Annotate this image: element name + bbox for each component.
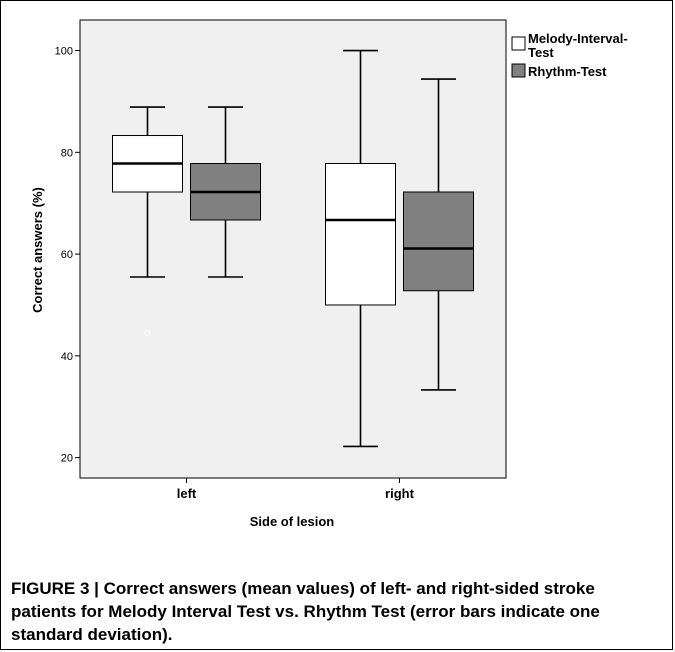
box-rhythm-test-right [403,78,474,391]
legend-label-rhythm: Rhythm-Test [528,64,607,79]
legend: Melody-Interval- Test Rhythm-Test [511,31,628,79]
y-axis-label: Correct answers (%) [30,187,45,313]
y-tick-label: 60 [61,249,73,261]
x-tick-label-left: left [177,486,197,501]
outlier-point [144,329,151,336]
box-melody-interval-test-right [325,49,396,448]
legend-label-melody-line2: Test [528,45,554,60]
legend-swatch-rhythm [511,63,526,78]
box-iqr [403,191,474,292]
y-tick-label: 80 [61,147,73,159]
legend-swatch-melody [511,36,526,51]
box-iqr [325,163,396,306]
boxes-group [112,49,474,448]
y-tick-label: 20 [61,453,73,465]
x-tick-label-right: right [385,486,415,501]
figure-caption: FIGURE 3 | Correct answers (mean values)… [11,579,600,644]
x-axis-label: Side of lesion [250,514,335,529]
y-tick-label: 100 [55,46,73,58]
x-axis: left right [177,478,415,501]
y-axis: 20 40 60 80 100 [55,46,80,465]
y-tick-label: 40 [61,351,73,363]
box-melody-interval-test-left [112,106,183,336]
legend-label-melody-line1: Melody-Interval- [528,31,628,46]
box-rhythm-test-left [190,106,261,278]
box-plot-chart: 20 40 60 80 100 left right Correct answers (%… [30,19,628,529]
